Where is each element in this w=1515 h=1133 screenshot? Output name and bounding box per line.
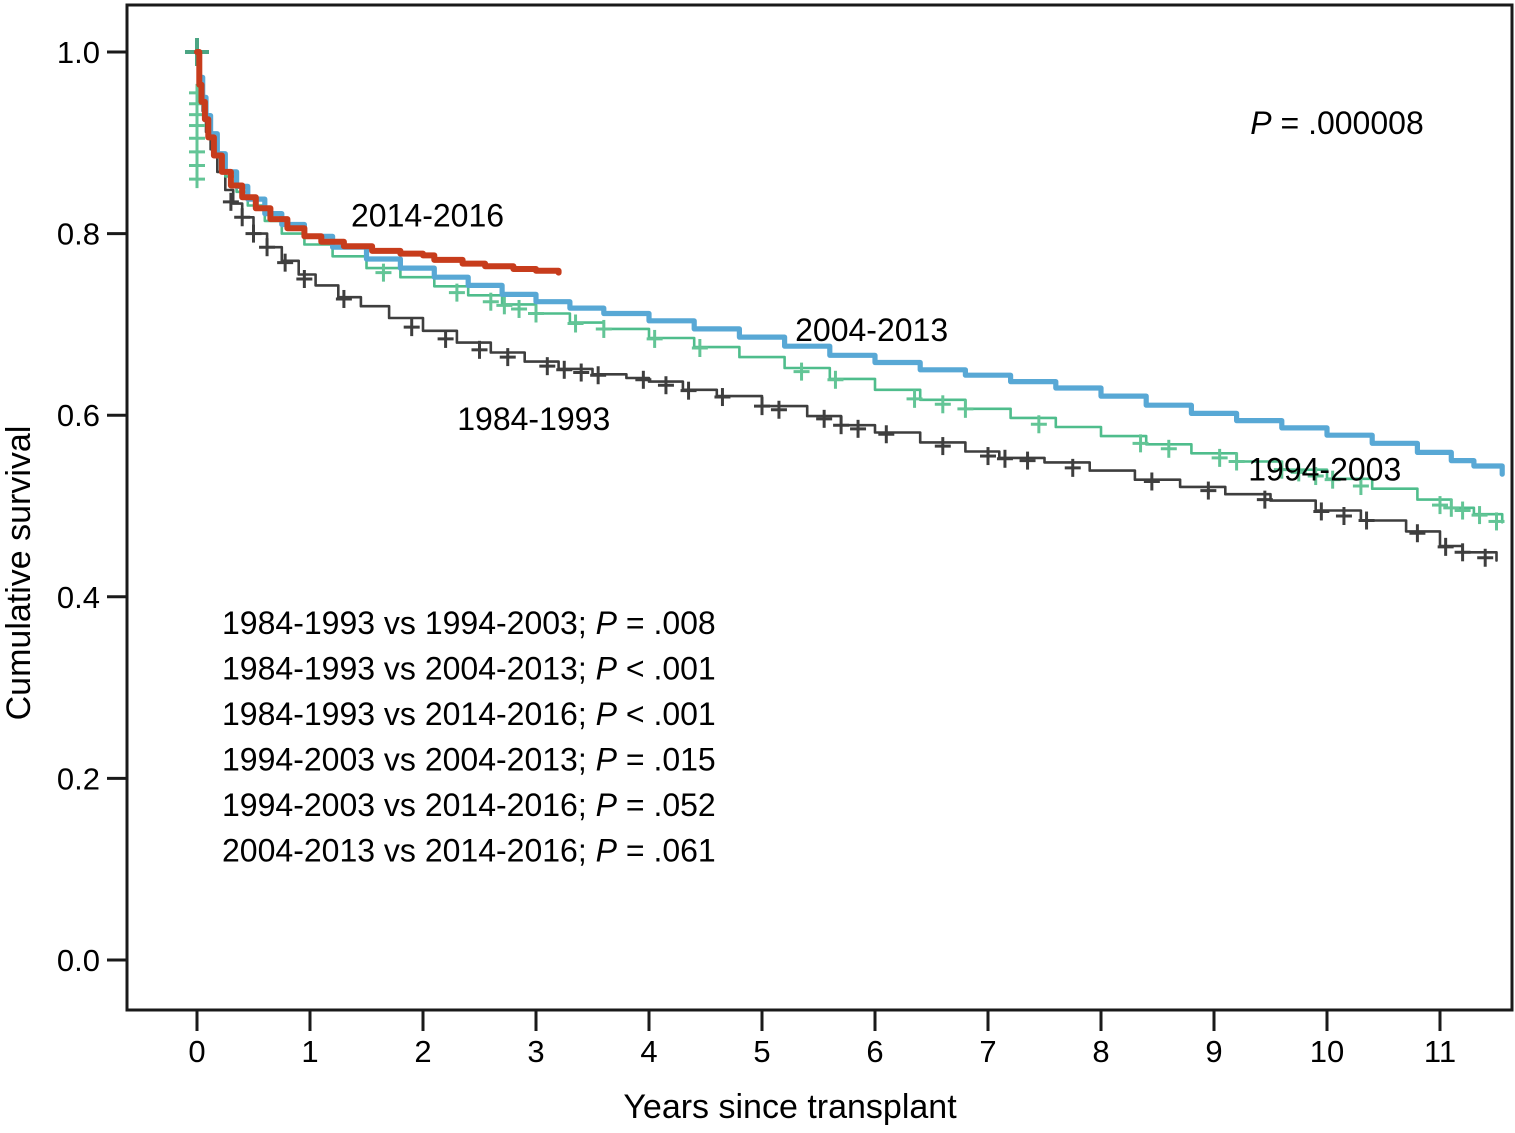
y-tick-label-1.0: 1.0: [57, 35, 100, 70]
y-axis-title: Cumulative survival: [0, 426, 38, 721]
comparison-line: 1984-1993 vs 2014-2016; P < .001: [222, 696, 716, 732]
x-tick-label-0: 0: [188, 1034, 205, 1069]
x-axis: 0 1 2 3 4 5 6 7 8 9 10 11: [188, 1010, 1456, 1069]
x-tick-label-4: 4: [640, 1034, 657, 1069]
x-tick-label-1: 1: [301, 1034, 318, 1069]
comparison-line: 2004-2013 vs 2014-2016; P = .061: [222, 833, 716, 869]
y-tick-label-0.2: 0.2: [57, 761, 100, 796]
x-tick-label-9: 9: [1205, 1034, 1222, 1069]
y-tick-label-0.6: 0.6: [57, 398, 100, 433]
curve-era-1984-1993: [195, 50, 1498, 562]
comparison-line: 1984-1993 vs 1994-2003; P = .008: [222, 605, 716, 641]
curve-label-era-2014-2016: 2014-2016: [351, 197, 504, 233]
plot-frame: [125, 3, 1514, 1012]
x-tick-label-6: 6: [866, 1034, 883, 1069]
x-tick-label-5: 5: [753, 1034, 770, 1069]
x-tick-label-7: 7: [979, 1034, 996, 1069]
comparison-line: 1994-2003 vs 2004-2013; P = .015: [222, 742, 716, 778]
y-tick-label-0.0: 0.0: [57, 943, 100, 978]
y-axis: 1.0 0.8 0.6 0.4 0.2 0.0: [57, 35, 127, 978]
x-tick-label-10: 10: [1310, 1034, 1344, 1069]
censor-marks-era-1984-1993: [222, 192, 1494, 567]
x-tick-label-3: 3: [527, 1034, 544, 1069]
curve-era-2014-2016: [194, 49, 562, 276]
curve-era-2004-2013: [194, 49, 1505, 477]
pairwise-comparisons: 1984-1993 vs 1994-2003; P = .008 1984-199…: [222, 605, 716, 869]
comparison-line: 1994-2003 vs 2014-2016; P = .052: [222, 787, 716, 823]
comparison-line: 1984-1993 vs 2004-2013; P < .001: [222, 651, 716, 687]
x-tick-label-2: 2: [414, 1034, 431, 1069]
curve-label-era-1984-1993: 1984-1993: [457, 401, 610, 437]
curve-label-era-2004-2013: 2004-2013: [795, 312, 948, 348]
curve-label-era-1994-2003: 1994-2003: [1248, 452, 1401, 488]
x-tick-label-8: 8: [1092, 1034, 1109, 1069]
y-tick-label-0.8: 0.8: [57, 217, 100, 252]
y-tick-label-0.4: 0.4: [57, 580, 100, 615]
x-tick-label-11: 11: [1424, 1034, 1456, 1069]
overall-p-value: P = .000008: [1250, 105, 1423, 141]
x-axis-title: Years since transplant: [623, 1088, 957, 1126]
